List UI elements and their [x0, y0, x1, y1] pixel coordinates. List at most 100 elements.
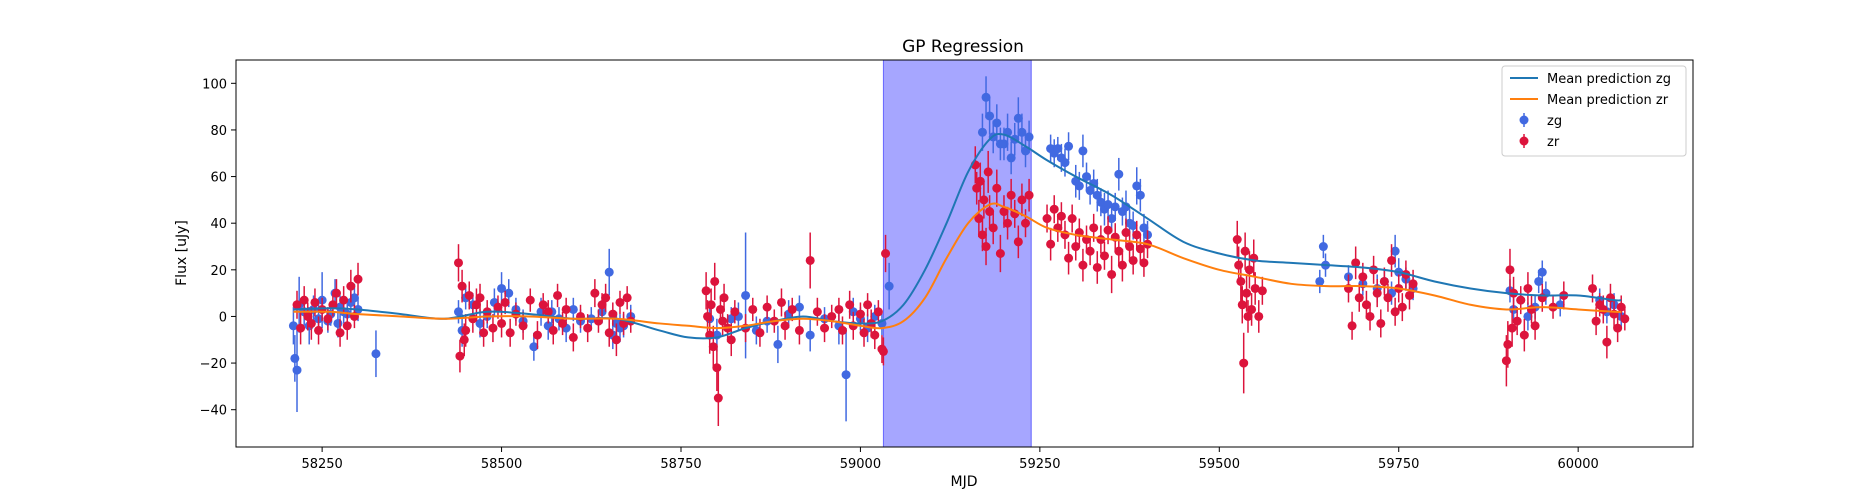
data-point-zg [1053, 144, 1063, 154]
data-point-zr [1620, 314, 1630, 324]
data-point-zr [1003, 218, 1013, 228]
data-point-zg [1110, 202, 1120, 212]
data-point-zr [543, 307, 553, 317]
data-point-zr [1254, 311, 1264, 321]
data-point-zr [1523, 283, 1533, 293]
data-point-zr [1064, 253, 1074, 263]
series-zr [292, 146, 1630, 427]
data-point-zg [1006, 153, 1016, 163]
data-point-zr [1071, 242, 1081, 252]
data-point-zr [464, 290, 474, 300]
data-point-zr [505, 328, 515, 338]
data-point-zr [712, 363, 722, 373]
data-point-zr [453, 258, 463, 268]
data-point-zr [1236, 276, 1246, 286]
data-point-zg [1017, 127, 1027, 137]
data-point-zr [845, 300, 855, 310]
data-point-zr [518, 321, 528, 331]
data-point-zr [1017, 195, 1027, 205]
data-point-zg [1537, 267, 1547, 277]
legend: Mean prediction zg Mean prediction zr zg… [1501, 65, 1687, 157]
data-point-zr [568, 332, 578, 342]
chart-title: GP Regression [902, 37, 1024, 57]
data-point-zg [529, 342, 539, 352]
data-point-zr [500, 297, 510, 307]
y-tick-label: 100 [202, 77, 227, 92]
data-point-zr [1121, 228, 1131, 238]
data-point-zr [1408, 279, 1418, 289]
data-point-zr [1139, 258, 1149, 268]
data-point-zg [1078, 146, 1088, 156]
data-point-zr [457, 281, 467, 291]
data-point-zr [837, 325, 847, 335]
data-point-zr [1244, 265, 1254, 275]
data-point-zr [794, 325, 804, 335]
data-point-zg [992, 118, 1002, 128]
data-point-zr [601, 293, 611, 303]
legend-dot [1519, 115, 1529, 125]
data-point-zr [608, 309, 618, 319]
data-point-zr [762, 302, 772, 312]
data-point-zr [979, 195, 989, 205]
legend-label-zg-points: zg [1547, 114, 1562, 129]
legend-label-zr-points: zr [1547, 135, 1560, 150]
data-point-zr [548, 325, 558, 335]
data-point-zg [1092, 190, 1102, 200]
x-tick-label: 58500 [481, 457, 522, 472]
data-point-zg [288, 321, 298, 331]
y-tick-label: 40 [210, 217, 227, 232]
data-point-zr [323, 314, 333, 324]
data-point-zr [597, 300, 607, 310]
data-point-zr [299, 295, 309, 305]
data-point-zr [1250, 283, 1260, 293]
data-point-zr [1117, 260, 1127, 270]
data-point-zr [730, 307, 740, 317]
data-point-zr [292, 300, 302, 310]
data-point-zg [985, 111, 995, 121]
data-point-zr [863, 300, 873, 310]
data-point-zr [1078, 260, 1088, 270]
data-point-zr [805, 255, 815, 265]
x-axis-label: MJD [951, 474, 978, 490]
data-point-zr [328, 300, 338, 310]
data-point-zr [812, 307, 822, 317]
legend-label-zg-line: Mean prediction zg [1547, 72, 1671, 87]
data-point-zg [349, 293, 359, 303]
data-point-zr [1056, 211, 1066, 221]
data-point-zr [497, 318, 507, 328]
x-tick-label: 59750 [1378, 457, 1419, 472]
data-point-zr [1107, 269, 1117, 279]
data-point-zr [538, 300, 548, 310]
data-point-zr [1347, 321, 1357, 331]
data-point-zr [310, 297, 320, 307]
y-tick-label: 0 [219, 310, 227, 325]
data-point-zg [805, 330, 815, 340]
data-point-zg [977, 127, 987, 137]
data-point-zg [497, 283, 507, 293]
data-point-zr [1365, 311, 1375, 321]
data-point-zr [834, 304, 844, 314]
data-point-zr [1013, 237, 1023, 247]
data-point-zr [335, 328, 345, 338]
data-point-zr [553, 290, 563, 300]
data-point-zr [1351, 258, 1361, 268]
data-point-zg [1139, 223, 1149, 233]
y-tick-label: −40 [200, 404, 227, 419]
data-point-zr [988, 223, 998, 233]
data-point-zr [471, 300, 481, 310]
data-point-zg [292, 365, 302, 375]
data-point-zr [708, 342, 718, 352]
data-point-zr [1588, 283, 1598, 293]
data-point-zr [1240, 246, 1250, 256]
data-point-zr [985, 207, 995, 217]
x-tick-label: 59500 [1199, 457, 1240, 472]
data-point-zg [794, 302, 804, 312]
data-point-zr [1232, 235, 1242, 245]
legend-marker-zr [1519, 134, 1529, 148]
y-tick-label: −20 [200, 357, 227, 372]
data-point-zr [776, 297, 786, 307]
data-point-zr [1501, 356, 1511, 366]
data-point-zr [1376, 318, 1386, 328]
data-point-zr [748, 304, 758, 314]
